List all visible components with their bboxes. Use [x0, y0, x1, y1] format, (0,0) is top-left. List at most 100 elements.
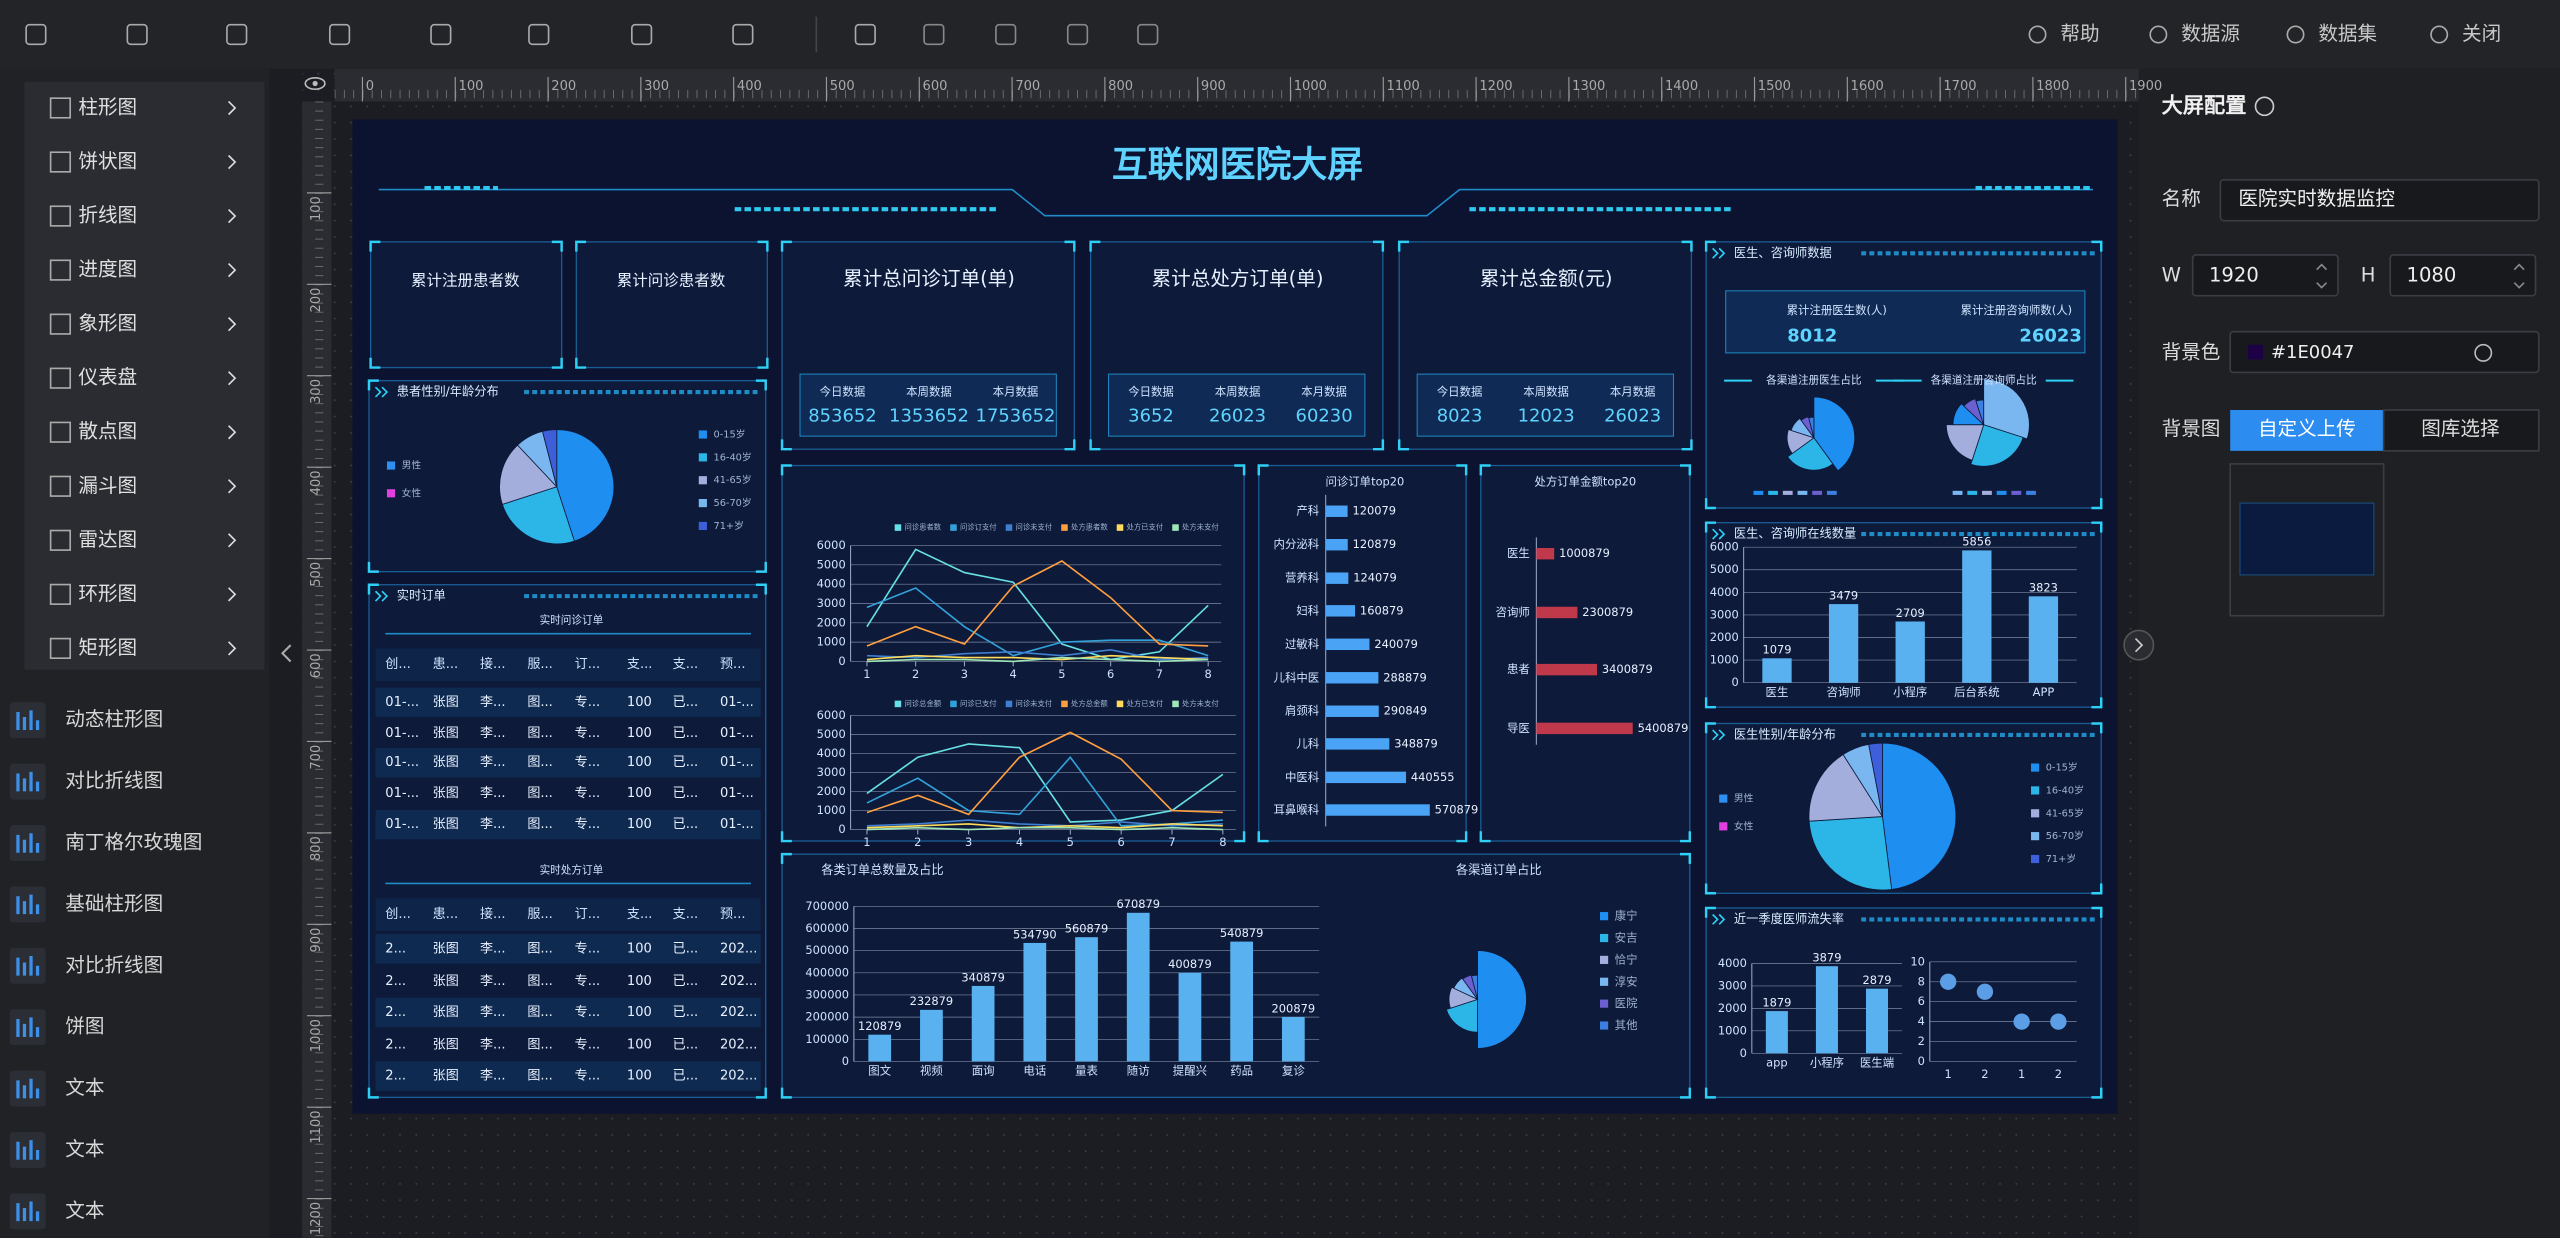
toolbar-icon[interactable]	[25, 23, 47, 46]
panel-title-mark	[374, 590, 389, 602]
collapse-left[interactable]	[280, 644, 292, 663]
toolbar-icon[interactable]	[732, 23, 754, 46]
component-icon[interactable]	[9, 825, 46, 861]
y-tick-label: 0	[842, 1054, 849, 1068]
component-icon[interactable]	[9, 763, 46, 800]
toolbar-icon[interactable]	[328, 23, 351, 46]
table-cell: 专...	[575, 786, 601, 801]
component-icon[interactable]	[9, 702, 46, 739]
bar-value-label: 440555	[1411, 770, 1455, 784]
bar	[1325, 771, 1407, 784]
upload-button-label[interactable]: 自定义上传	[2258, 417, 2356, 440]
component-item[interactable]: 动态柱形图	[65, 708, 163, 731]
toolbar-icon[interactable]	[226, 23, 248, 46]
toolbar-icon[interactable]	[1066, 23, 1089, 46]
menu-item[interactable]: 柱形图	[78, 95, 137, 118]
y-category-label: 中医科	[1285, 770, 1319, 784]
expand-right[interactable]	[2123, 629, 2155, 661]
y-tick-label: 2000	[1710, 630, 1739, 644]
toolbar-icon[interactable]	[126, 23, 148, 46]
input[interactable]	[2389, 254, 2537, 297]
component-icon[interactable]	[9, 1009, 46, 1046]
component-item[interactable]: 对比折线图	[65, 769, 163, 792]
component-item[interactable]: 饼图	[65, 1015, 104, 1038]
input[interactable]	[2229, 330, 2540, 374]
menu-item[interactable]: 进度图	[78, 258, 137, 281]
menu-item[interactable]: 雷达图	[78, 528, 137, 551]
menu-icon	[49, 637, 72, 659]
toolbar-icon[interactable]	[430, 23, 452, 46]
panel-corner	[369, 240, 563, 369]
bar	[1536, 606, 1578, 619]
upload-button[interactable]	[2230, 410, 2384, 451]
component-item[interactable]: 基础柱形图	[65, 892, 163, 915]
toolbar-icon[interactable]	[631, 23, 653, 46]
toolbar-icon[interactable]	[528, 23, 550, 46]
table-cell: 专...	[575, 1005, 601, 1020]
menu-chevron	[227, 587, 237, 602]
menu-item[interactable]: 仪表盘	[78, 366, 137, 389]
panel-title-mark	[1712, 729, 1726, 741]
table-cell: 李...	[480, 695, 506, 710]
panel-title: 患者性别/年龄分布	[397, 385, 499, 399]
toolbar-action[interactable]: 数据源	[2181, 22, 2240, 45]
legend-swatch	[2031, 786, 2040, 795]
toolbar-action[interactable]: 关闭	[2462, 22, 2501, 45]
toolbar-icon[interactable]	[995, 23, 1017, 46]
legend-label: 问诊未支付	[1016, 523, 1053, 532]
legend-label: 其他	[1615, 1018, 1638, 1032]
panel	[1258, 464, 1467, 842]
y-tick-label: 6000	[817, 708, 846, 722]
kpi-title: 累计总金额(元)	[1480, 267, 1613, 290]
menu-item[interactable]: 环形图	[78, 582, 137, 605]
component-icon[interactable]	[9, 886, 46, 923]
component-item[interactable]: 南丁格尔玫瑰图	[65, 831, 202, 854]
menu-item[interactable]: 矩形图	[78, 636, 137, 659]
input[interactable]	[2191, 254, 2339, 297]
component-item[interactable]: 文本	[65, 1137, 104, 1160]
stepper[interactable]	[2316, 263, 2328, 289]
component-icon[interactable]	[9, 947, 46, 984]
component-icon[interactable]	[9, 1193, 46, 1230]
component-icon[interactable]	[9, 1070, 46, 1107]
eye-toggle[interactable]	[304, 76, 326, 91]
panel-corner	[780, 852, 1692, 1099]
component-icon[interactable]	[9, 1131, 46, 1168]
clear-icon[interactable]	[2474, 343, 2493, 362]
stepper[interactable]	[2513, 263, 2525, 289]
pie-slice	[1808, 416, 1815, 438]
gallery-button-label[interactable]: 图库选择	[2421, 417, 2500, 440]
table-cell: 已...	[673, 786, 699, 801]
menu-item[interactable]: 饼状图	[78, 150, 137, 173]
table-cell: 202...	[720, 1069, 757, 1084]
y-tick-label: 600000	[805, 921, 849, 935]
legend-label: 问诊订支付	[960, 523, 997, 532]
component-item[interactable]: 对比折线图	[65, 953, 163, 976]
input[interactable]	[2219, 178, 2540, 222]
toolbar-action[interactable]: 数据集	[2318, 22, 2377, 45]
legend-swatch	[1719, 794, 1728, 803]
stat-card-title: 累计注册患者数	[411, 272, 520, 290]
gallery-button[interactable]	[2382, 409, 2540, 452]
bar	[868, 1034, 892, 1062]
toolbar-icon[interactable]	[854, 23, 876, 46]
table-cell: 01-...	[385, 695, 419, 710]
ruler-label: 700	[309, 745, 324, 770]
toolbar-action[interactable]: 帮助	[2060, 22, 2099, 45]
menu-item[interactable]: 象形图	[78, 312, 137, 335]
component-glyph	[16, 894, 40, 915]
menu-item[interactable]: 漏斗图	[78, 474, 137, 497]
toolbar-icon[interactable]	[1137, 23, 1159, 46]
bar	[1325, 738, 1390, 750]
menu-item[interactable]: 散点图	[78, 420, 137, 443]
table-cell: 张图	[433, 786, 459, 801]
component-item[interactable]: 文本	[65, 1199, 104, 1222]
toolbar-icon[interactable]	[923, 23, 945, 46]
y-tick-label: 3000	[1718, 978, 1747, 992]
table-cell: 专...	[575, 1069, 601, 1084]
menu-item[interactable]: 折线图	[78, 204, 137, 227]
scatter-point	[1976, 983, 1994, 1000]
help-icon[interactable]	[2254, 96, 2275, 117]
ruler-label: 800	[1108, 79, 1133, 94]
component-item[interactable]: 文本	[65, 1076, 104, 1099]
